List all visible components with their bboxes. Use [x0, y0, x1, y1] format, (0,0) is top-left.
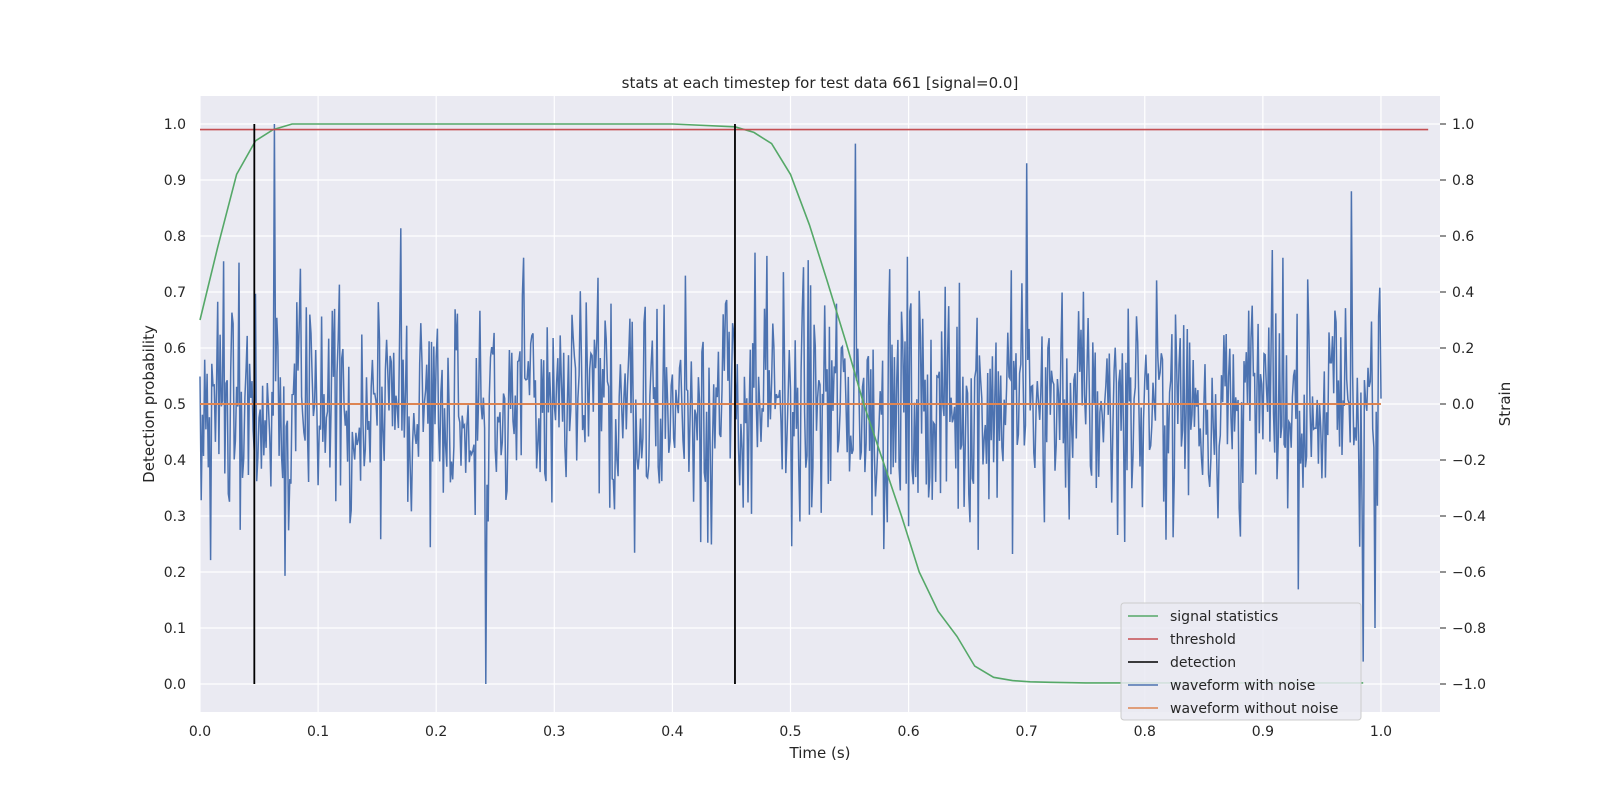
- y-left-tick-label: 0.7: [164, 285, 186, 301]
- y-axis-label-left: Detection probability: [140, 325, 158, 483]
- y-right-tick-label: 0.0: [1452, 397, 1474, 413]
- x-tick-label: 0.4: [661, 724, 683, 740]
- x-tick-label: 0.9: [1252, 724, 1274, 740]
- y-left-tick-label: 0.8: [164, 229, 186, 245]
- x-tick-label: 0.5: [779, 724, 801, 740]
- y-right-tick-label: −0.8: [1452, 621, 1486, 637]
- x-tick-label: 0.1: [307, 724, 329, 740]
- x-tick-label: 1.0: [1370, 724, 1392, 740]
- series-signal-statistics: [199, 123, 1364, 684]
- y-left-tick-label: 1.0: [164, 117, 186, 133]
- x-tick-label: 0.2: [425, 724, 447, 740]
- x-tick-label: 0.6: [897, 724, 919, 740]
- y-left-tick-label: 0.6: [164, 341, 186, 357]
- legend-label-threshold: threshold: [1170, 632, 1236, 648]
- y-right-tick-label: 0.2: [1452, 341, 1474, 357]
- legend-label-waveform-with-noise: waveform with noise: [1170, 678, 1315, 694]
- x-tick-label: 0.8: [1134, 724, 1156, 740]
- y-right-tick-label: 0.6: [1452, 229, 1474, 245]
- x-tick-label: 0.3: [543, 724, 565, 740]
- legend: signal statistics threshold detection wa…: [1120, 602, 1362, 721]
- ticks-layer: 0.0 0.1 0.2 0.3 0.4 0.5 0.6 0.7 0.8 0.9 1.0 0.0 0.1 0…: [164, 117, 1486, 740]
- y-right-tick-label: 0.4: [1452, 285, 1474, 301]
- y-right-tick-label: 1.0: [1452, 117, 1474, 133]
- legend-box: [1120, 602, 1362, 721]
- x-tick-label: 0.7: [1016, 724, 1038, 740]
- chart-title: stats at each timestep for test data 661…: [622, 74, 1019, 92]
- legend-label-detection: detection: [1170, 655, 1236, 671]
- legend-label-signal-statistics: signal statistics: [1170, 609, 1278, 625]
- y-left-tick-label: 0.3: [164, 509, 186, 525]
- y-right-tick-label: −0.6: [1452, 565, 1486, 581]
- y-right-tick-label: −0.4: [1452, 509, 1486, 525]
- y-axis-label-right: Strain: [1496, 382, 1514, 426]
- y-left-tick-label: 0.0: [164, 677, 186, 693]
- series-layer: [199, 123, 1429, 685]
- y-left-tick-label: 0.1: [164, 621, 186, 637]
- y-right-tick-label: −1.0: [1452, 677, 1486, 693]
- y-left-tick-label: 0.9: [164, 173, 186, 189]
- y-right-tick-label: −0.2: [1452, 453, 1486, 469]
- y-left-tick-label: 0.4: [164, 453, 186, 469]
- y-left-tick-label: 0.2: [164, 565, 186, 581]
- x-tick-label: 0.0: [189, 724, 211, 740]
- y-left-tick-label: 0.5: [164, 397, 186, 413]
- legend-label-waveform-without-noise: waveform without noise: [1170, 701, 1338, 717]
- y-right-tick-label: 0.8: [1452, 173, 1474, 189]
- x-axis-label: Time (s): [789, 744, 851, 762]
